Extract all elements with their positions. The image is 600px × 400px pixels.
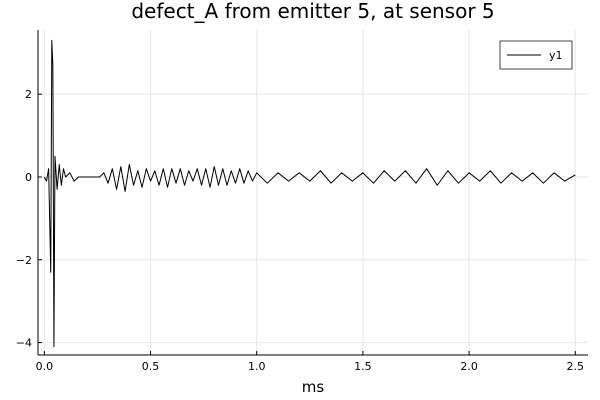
x-tick-label: 2.0 — [460, 360, 478, 373]
y-ticks: −4 −2 0 2 — [16, 88, 42, 350]
series-line-y1 — [43, 39, 576, 348]
series-group — [43, 39, 576, 348]
y-tick-label: −2 — [16, 254, 32, 267]
chart-title: defect_A from emitter 5, at sensor 5 — [131, 0, 494, 23]
axes — [37, 30, 588, 356]
legend: y1 — [499, 40, 573, 70]
y-tick-label: 0 — [25, 171, 32, 184]
gridlines — [38, 30, 588, 355]
x-ticks: 0.0 0.5 1.0 1.5 2.0 2.5 — [36, 351, 584, 373]
y-tick-label: −4 — [16, 337, 32, 350]
x-tick-label: 1.5 — [354, 360, 372, 373]
y-tick-label: 2 — [25, 88, 32, 101]
x-tick-label: 0.0 — [36, 360, 54, 373]
x-axis-label: ms — [302, 378, 325, 396]
x-tick-label: 2.5 — [567, 360, 585, 373]
x-tick-label: 0.5 — [142, 360, 160, 373]
x-tick-label: 1.0 — [248, 360, 266, 373]
legend-label-y1: y1 — [549, 49, 563, 62]
